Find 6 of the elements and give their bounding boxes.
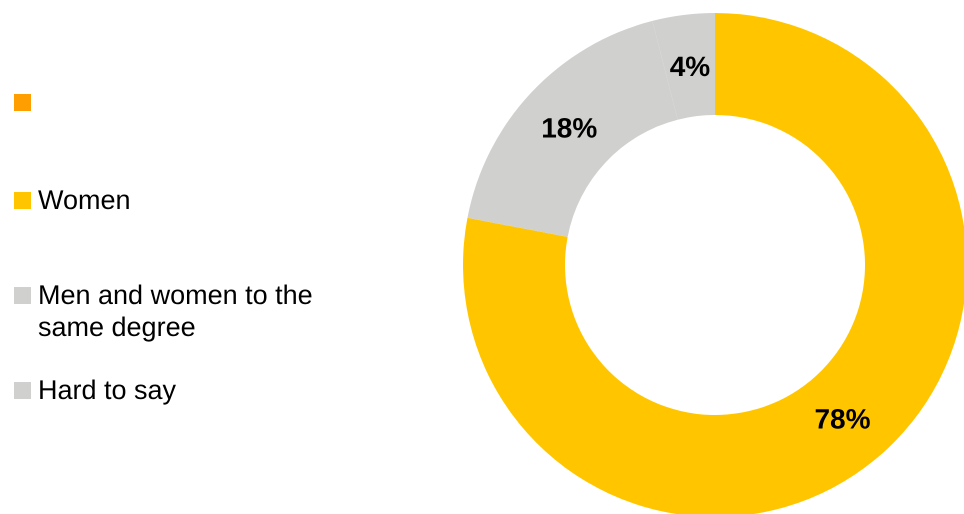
legend-label: Women: [38, 185, 131, 215]
data-label: 18%: [541, 112, 598, 144]
data-label: 4%: [670, 51, 710, 82]
legend-label: Hard to say: [38, 375, 177, 405]
legend-label: Men and women to the same degree: [38, 280, 313, 342]
data-label: 78%: [814, 404, 871, 435]
